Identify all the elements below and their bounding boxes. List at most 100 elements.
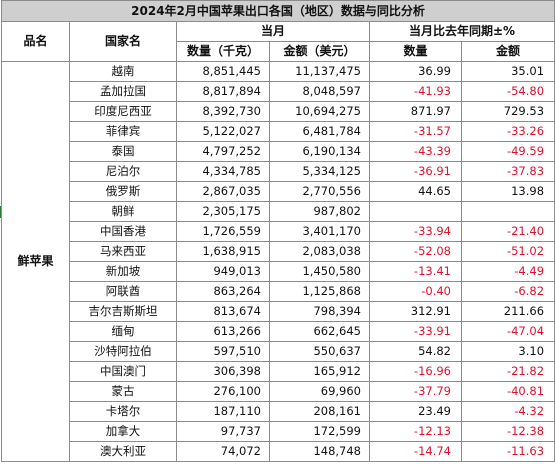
table-row: 俄罗斯 2,867,035 2,770,556 44.65 13.98: [2, 181, 555, 202]
yoy-amount-cell: [460, 201, 555, 222]
yoy-amount-cell: 3.10: [460, 341, 555, 362]
yoy-qty-cell: -14.74: [369, 441, 462, 462]
yoy-qty-cell: -13.41: [369, 261, 462, 282]
table-row: 孟加拉国 8,817,894 8,048,597 -41.93 -54.80: [2, 81, 555, 102]
header-amount: 金额（美元）: [269, 41, 370, 62]
yoy-qty-cell: 44.65: [369, 181, 462, 202]
table-row: 中国香港 1,726,559 3,401,170 -33.94 -21.40: [2, 221, 555, 242]
yoy-qty-cell: -12.13: [369, 421, 462, 442]
country-cell: 吉尔吉斯斯坦: [69, 301, 177, 322]
country-cell: 阿联酋: [69, 281, 177, 302]
header-qty: 数量（千克）: [176, 41, 270, 62]
qty-cell: 8,392,730: [176, 101, 270, 122]
table-row: 马来西亚 1,638,915 2,083,038 -52.08 -51.02: [2, 241, 555, 262]
table-row: 沙特阿拉伯 597,510 550,637 54.82 3.10: [2, 341, 555, 362]
table-row: 加拿大 97,737 172,599 -12.13 -12.38: [2, 421, 555, 442]
yoy-amount-cell: 211.66: [460, 301, 555, 322]
yoy-amount-cell: -51.02: [460, 241, 555, 262]
table-row: 中国澳门 306,398 165,912 -16.96 -21.82: [2, 361, 555, 382]
amount-cell: 8,048,597: [269, 81, 370, 102]
yoy-amount-cell: -33.26: [460, 121, 555, 142]
amount-cell: 1,450,580: [269, 261, 370, 282]
yoy-amount-cell: -4.32: [460, 401, 555, 422]
yoy-qty-cell: -43.39: [369, 141, 462, 162]
qty-cell: 4,334,785: [176, 161, 270, 182]
qty-cell: 8,851,445: [176, 61, 270, 82]
qty-cell: 5,122,027: [176, 121, 270, 142]
country-cell: 新加坡: [69, 261, 177, 282]
yoy-qty-cell: -37.79: [369, 381, 462, 402]
yoy-amount-cell: -12.38: [460, 421, 555, 442]
table-row: 卡塔尔 187,110 208,161 23.49 -4.32: [2, 401, 555, 422]
yoy-amount-cell: 35.01: [460, 61, 555, 82]
country-cell: 朝鲜: [69, 201, 177, 222]
qty-cell: 597,510: [176, 341, 270, 362]
yoy-amount-cell: -47.04: [460, 321, 555, 342]
header-current-month: 当月: [176, 21, 370, 42]
qty-cell: 949,013: [176, 261, 270, 282]
qty-cell: 97,737: [176, 421, 270, 442]
amount-cell: 550,637: [269, 341, 370, 362]
amount-cell: 3,401,170: [269, 221, 370, 242]
yoy-qty-cell: -31.57: [369, 121, 462, 142]
amount-cell: 987,802: [269, 201, 370, 222]
amount-cell: 1,125,868: [269, 281, 370, 302]
yoy-qty-cell: 312.91: [369, 301, 462, 322]
amount-cell: 2,083,038: [269, 241, 370, 262]
qty-cell: 306,398: [176, 361, 270, 382]
table-row: 阿联酋 863,264 1,125,868 -0.40 -6.82: [2, 281, 555, 302]
yoy-amount-cell: -21.82: [460, 361, 555, 382]
amount-cell: 798,394: [269, 301, 370, 322]
yoy-amount-cell: -37.83: [460, 161, 555, 182]
country-cell: 蒙古: [69, 381, 177, 402]
amount-cell: 2,770,556: [269, 181, 370, 202]
table-row: 澳大利亚 74,072 148,748 -14.74 -11.63: [2, 441, 555, 462]
amount-cell: 5,334,125: [269, 161, 370, 182]
country-cell: 孟加拉国: [69, 81, 177, 102]
yoy-qty-cell: -0.40: [369, 281, 462, 302]
qty-cell: 863,264: [176, 281, 270, 302]
yoy-qty-cell: 871.97: [369, 101, 462, 122]
amount-cell: 165,912: [269, 361, 370, 382]
country-cell: 缅甸: [69, 321, 177, 342]
table-title: 2024年2月中国苹果出口各国（地区）数据与同比分析: [0, 0, 555, 22]
table-row: 蒙古 276,100 69,960 -37.79 -40.81: [2, 381, 555, 402]
country-cell: 中国香港: [69, 221, 177, 242]
amount-cell: 208,161: [269, 401, 370, 422]
yoy-amount-cell: -4.49: [460, 261, 555, 282]
qty-cell: 74,072: [176, 441, 270, 462]
country-cell: 印度尼西亚: [69, 101, 177, 122]
yoy-qty-cell: 23.49: [369, 401, 462, 422]
amount-cell: 69,960: [269, 381, 370, 402]
yoy-qty-cell: 54.82: [369, 341, 462, 362]
country-cell: 菲律宾: [69, 121, 177, 142]
amount-cell: 148,748: [269, 441, 370, 462]
yoy-amount-cell: -40.81: [460, 381, 555, 402]
table-row: 新加坡 949,013 1,450,580 -13.41 -4.49: [2, 261, 555, 282]
country-cell: 澳大利亚: [69, 441, 177, 462]
qty-cell: 2,305,175: [176, 201, 270, 222]
country-cell: 卡塔尔: [69, 401, 177, 422]
header-yoy-qty: 数量: [369, 41, 462, 62]
qty-cell: 187,110: [176, 401, 270, 422]
qty-cell: 4,797,252: [176, 141, 270, 162]
amount-cell: 6,190,134: [269, 141, 370, 162]
country-cell: 马来西亚: [69, 241, 177, 262]
yoy-qty-cell: [369, 201, 462, 222]
qty-cell: 2,867,035: [176, 181, 270, 202]
yoy-amount-cell: -11.63: [460, 441, 555, 462]
amount-cell: 6,481,784: [269, 121, 370, 142]
amount-cell: 10,694,275: [269, 101, 370, 122]
table-row: 尼泊尔 4,334,785 5,334,125 -36.91 -37.83: [2, 161, 555, 182]
yoy-qty-cell: -36.91: [369, 161, 462, 182]
qty-cell: 813,674: [176, 301, 270, 322]
amount-cell: 172,599: [269, 421, 370, 442]
country-cell: 加拿大: [69, 421, 177, 442]
qty-cell: 8,817,894: [176, 81, 270, 102]
qty-cell: 1,638,915: [176, 241, 270, 262]
table-row: 朝鲜 2,305,175 987,802: [2, 201, 555, 222]
yoy-amount-cell: 729.53: [460, 101, 555, 122]
amount-cell: 11,137,475: [269, 61, 370, 82]
